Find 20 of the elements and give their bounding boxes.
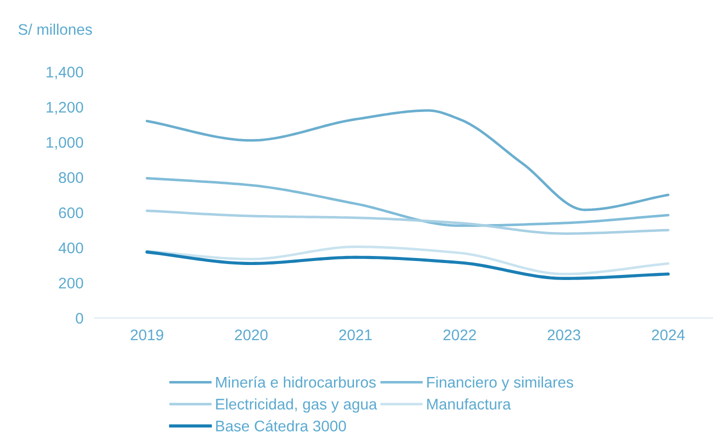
y-tick-label: 0: [76, 312, 84, 324]
legend-label: Electricidad, gas y agua: [216, 398, 378, 413]
legend-label: Manufactura: [427, 398, 511, 410]
legend-label: Minería e hidrocarburos: [216, 376, 376, 388]
y-tick-label: 1,400: [46, 66, 84, 80]
y-tick-label: 200: [59, 278, 84, 289]
legend-label: Base Cátedra 3000: [216, 420, 346, 432]
x-tick-label: 2019: [130, 330, 164, 340]
y-tick-label: 1,200: [46, 102, 84, 114]
y-tick-label: 1,000: [46, 137, 84, 150]
x-tick-label: 2021: [339, 330, 372, 340]
y-axis-title: S/ millones: [18, 24, 92, 35]
x-tick-label: 2024: [652, 330, 685, 340]
y-tick-label: 400: [58, 242, 84, 254]
y-tick-label: 800: [58, 172, 84, 184]
y-tick-label: 600: [59, 207, 84, 218]
x-tick-label: 2020: [234, 330, 268, 340]
x-tick-label: 2022: [443, 330, 476, 340]
legend-label: Financiero y similares: [427, 376, 574, 391]
x-tick-label: 2023: [548, 330, 580, 340]
